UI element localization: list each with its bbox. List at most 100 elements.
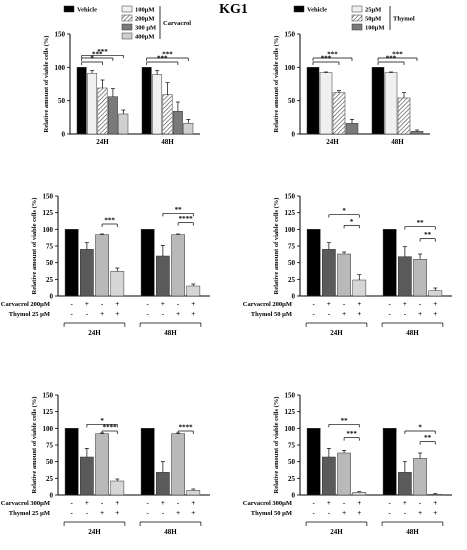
treatment-sign: - xyxy=(389,300,392,308)
y-tick-label: 100 xyxy=(285,226,296,234)
bar xyxy=(186,285,201,297)
treatment-sign: + xyxy=(433,310,437,318)
treatment-sign: + xyxy=(327,300,331,308)
significance-label: * xyxy=(100,417,104,425)
treatment-sign: + xyxy=(357,509,361,517)
significance-label: *** xyxy=(157,55,168,63)
legend-swatch xyxy=(121,23,133,31)
bar xyxy=(410,131,424,135)
bar xyxy=(332,92,346,135)
significance-label: ** xyxy=(341,417,349,425)
treatment-sign: - xyxy=(313,310,316,318)
significance-label: **** xyxy=(103,424,118,432)
y-tick-label: 100 xyxy=(285,425,296,433)
treatment-sign: + xyxy=(85,499,89,507)
legend-label: 400μM xyxy=(135,34,155,41)
treatment-sign: + xyxy=(176,509,180,517)
y-tick-label: 100 xyxy=(43,226,54,234)
treatment-sign: - xyxy=(328,509,331,517)
treatment-sign: + xyxy=(115,509,119,517)
legend-swatch xyxy=(121,14,133,22)
bar xyxy=(110,271,125,297)
significance-label: ** xyxy=(417,219,425,227)
treatment-row-label: Carvacrol 300μM xyxy=(1,500,50,507)
legend-swatch xyxy=(63,5,75,13)
treatment-sign: - xyxy=(162,310,165,318)
bar xyxy=(382,428,397,496)
bar xyxy=(413,458,427,496)
y-tick-label: 50 xyxy=(46,458,54,466)
legend-swatch xyxy=(351,5,363,13)
treatment-sign: + xyxy=(327,499,331,507)
y-tick-label: 100 xyxy=(43,425,54,433)
treatment-sign: - xyxy=(313,509,316,517)
significance-label: **** xyxy=(179,424,194,432)
treatment-sign: + xyxy=(115,310,119,318)
bar xyxy=(413,259,427,297)
legend-label: 100μM xyxy=(365,25,385,32)
significance-label: *** xyxy=(327,51,338,59)
y-tick-label: 0 xyxy=(292,492,296,500)
legend-swatch xyxy=(351,23,363,31)
bar xyxy=(345,123,359,135)
treatment-sign: + xyxy=(357,310,361,318)
y-tick-label: 150 xyxy=(43,193,54,201)
y-tick-label: 150 xyxy=(285,193,296,201)
treatment-sign: - xyxy=(101,499,104,507)
treatment-sign: - xyxy=(86,509,89,517)
y-tick-label: 25 xyxy=(46,475,54,483)
y-axis-label: Relative amount of viable cells (%) xyxy=(43,36,50,133)
y-tick-label: 50 xyxy=(46,259,54,267)
treatment-sign: - xyxy=(147,509,150,517)
treatment-row-label: Carvacrol 300μM xyxy=(243,500,292,507)
significance-label: * xyxy=(342,207,346,215)
treatment-sign: + xyxy=(85,300,89,308)
treatment-sign: - xyxy=(177,499,180,507)
bar xyxy=(306,67,320,135)
bar xyxy=(95,433,109,496)
significance-label: *** xyxy=(386,55,397,63)
y-tick-label: 50 xyxy=(288,97,296,105)
significance-label: ** xyxy=(175,206,183,214)
significance-label: *** xyxy=(104,217,115,225)
significance-label: * xyxy=(350,218,354,226)
y-axis-label: Relative amount of viable cells (%) xyxy=(273,198,280,295)
bar xyxy=(156,472,170,496)
treatment-sign: + xyxy=(403,300,407,308)
treatment-row-label: Carvacrol 200μM xyxy=(1,301,50,308)
y-tick-label: 150 xyxy=(285,392,296,400)
bar xyxy=(171,433,185,496)
legend-swatch xyxy=(121,32,133,40)
chart-p6: 0 25 50 75 100 125 150 Relative amount of viabl… xyxy=(243,392,452,536)
legend-label: 100μM xyxy=(135,7,155,14)
treatment-row-label: Thymol 50 μM xyxy=(251,311,292,318)
treatment-sign: - xyxy=(86,310,89,318)
x-tick-label: 24H xyxy=(88,329,101,337)
treatment-sign: + xyxy=(191,310,195,318)
bar xyxy=(152,74,163,135)
treatment-sign: + xyxy=(176,310,180,318)
y-axis-label: Relative amount of viable cells (%) xyxy=(273,36,280,133)
y-tick-label: 125 xyxy=(285,209,296,217)
treatment-sign: + xyxy=(342,509,346,517)
bar xyxy=(118,113,129,135)
treatment-sign: - xyxy=(419,300,422,308)
bar xyxy=(322,456,336,496)
treatment-sign: + xyxy=(433,499,437,507)
treatment-sign: + xyxy=(418,509,422,517)
y-tick-label: 0 xyxy=(50,492,54,500)
bar xyxy=(140,428,155,496)
treatment-sign: + xyxy=(403,499,407,507)
treatment-sign: + xyxy=(161,300,165,308)
treatment-sign: - xyxy=(389,310,392,318)
bar xyxy=(428,290,443,297)
significance-label: *** xyxy=(162,51,173,59)
bar xyxy=(371,67,385,135)
chart-p2: 0 50 100 150 Relative amount of viable cells… xyxy=(273,5,430,146)
legend-swatch xyxy=(351,14,363,22)
bar xyxy=(97,87,108,135)
bar xyxy=(337,452,351,496)
bar xyxy=(397,97,411,135)
treatment-sign: + xyxy=(161,499,165,507)
